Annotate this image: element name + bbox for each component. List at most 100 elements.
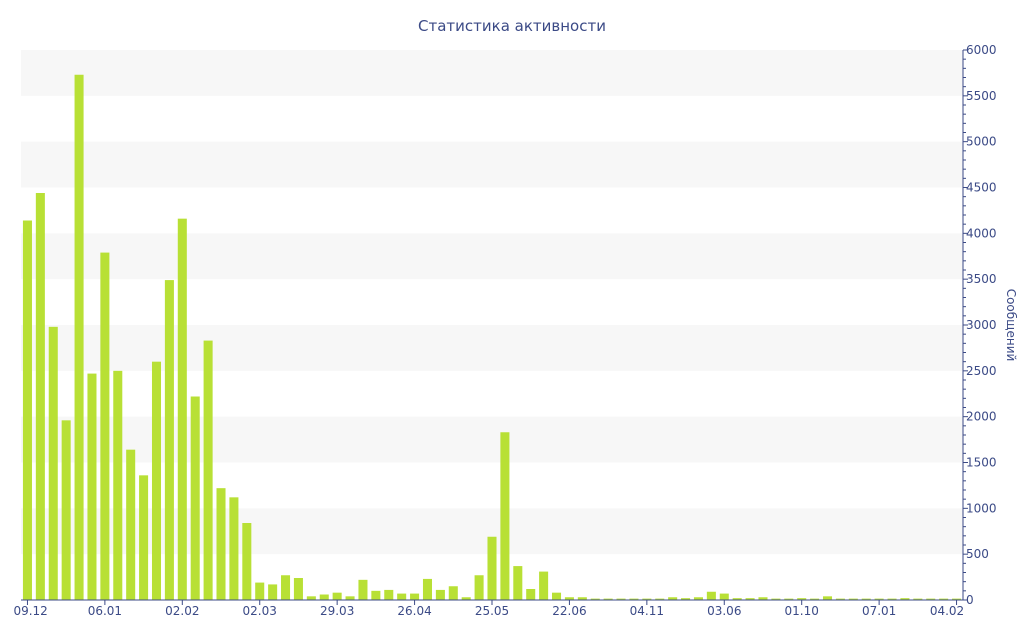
bar[interactable]: [448, 586, 458, 600]
y-tick-label: 500: [966, 547, 989, 561]
bar[interactable]: [74, 74, 84, 600]
bar[interactable]: [410, 593, 420, 600]
bar[interactable]: [422, 578, 432, 600]
y-tick-label: 1500: [966, 456, 997, 470]
bar[interactable]: [771, 598, 781, 600]
bar[interactable]: [861, 598, 871, 600]
x-tick-label: 06.01: [88, 604, 122, 618]
bar[interactable]: [913, 598, 923, 600]
bar[interactable]: [822, 596, 833, 600]
x-tick-label: 02.03: [243, 604, 277, 618]
y-tick-label: 2000: [966, 410, 997, 424]
bar[interactable]: [848, 598, 858, 600]
bar[interactable]: [706, 591, 716, 600]
bar[interactable]: [242, 523, 252, 600]
bar[interactable]: [371, 590, 381, 600]
bar[interactable]: [887, 598, 897, 600]
x-tick-label: 01.10: [785, 604, 819, 618]
bar[interactable]: [952, 598, 962, 600]
x-tick-label: 09.12: [13, 604, 47, 618]
bar[interactable]: [835, 598, 845, 600]
y-tick-label: 3500: [966, 272, 997, 286]
bar[interactable]: [513, 566, 523, 600]
bar[interactable]: [719, 593, 729, 600]
bar[interactable]: [616, 598, 626, 600]
bar[interactable]: [564, 597, 574, 600]
bar[interactable]: [797, 598, 807, 600]
y-tick-label: 6000: [966, 43, 997, 57]
grid-band: [21, 50, 963, 96]
bar[interactable]: [126, 449, 136, 600]
bar[interactable]: [281, 575, 291, 600]
bar[interactable]: [22, 220, 32, 601]
bar[interactable]: [655, 598, 665, 600]
bar[interactable]: [216, 488, 226, 600]
x-axis-ticks: 09.12 06.01 02.02 02.03 29.03 26.04 25.05 22.06…: [13, 600, 964, 618]
bar[interactable]: [461, 597, 471, 600]
x-tick-label: 22.06: [552, 604, 586, 618]
y-tick-label: 4500: [966, 181, 997, 195]
y-axis-ticks: 0 500 1000 1500 2000 2500 3000 3500 4000 4500 5000…: [963, 43, 997, 607]
bar[interactable]: [255, 582, 265, 600]
bar[interactable]: [345, 596, 355, 600]
bar[interactable]: [164, 280, 174, 600]
bar[interactable]: [577, 597, 587, 600]
bar[interactable]: [293, 578, 303, 600]
bar[interactable]: [190, 396, 200, 601]
bar[interactable]: [603, 598, 613, 600]
bar[interactable]: [784, 598, 794, 600]
bar[interactable]: [203, 340, 213, 600]
bar[interactable]: [306, 596, 316, 600]
bar[interactable]: [139, 475, 149, 600]
bar[interactable]: [693, 597, 703, 600]
x-tick-label: 07.01: [862, 604, 896, 618]
x-tick-label: 29.03: [320, 604, 354, 618]
grid-band: [21, 141, 963, 188]
bar[interactable]: [177, 218, 187, 600]
bar[interactable]: [358, 579, 368, 600]
bar[interactable]: [61, 420, 71, 600]
bar[interactable]: [113, 370, 123, 600]
y-tick-label: 5500: [966, 89, 997, 103]
grid-band: [21, 416, 963, 463]
bars-group: [22, 74, 962, 601]
grid-band: [21, 233, 963, 280]
bar[interactable]: [500, 432, 510, 600]
bar[interactable]: [332, 592, 342, 600]
bar[interactable]: [229, 497, 239, 600]
y-tick-label: 3000: [966, 318, 997, 332]
bar[interactable]: [268, 584, 278, 600]
bar[interactable]: [668, 597, 678, 600]
bar[interactable]: [590, 598, 600, 600]
y-tick-label: 5000: [966, 135, 997, 149]
bar[interactable]: [539, 571, 549, 600]
bar[interactable]: [87, 373, 97, 600]
bar[interactable]: [810, 598, 820, 600]
bar[interactable]: [874, 598, 884, 600]
bar[interactable]: [474, 575, 484, 600]
bar[interactable]: [35, 193, 45, 600]
bar[interactable]: [681, 598, 691, 600]
bar[interactable]: [435, 589, 445, 600]
bar[interactable]: [758, 597, 768, 600]
bar[interactable]: [642, 598, 652, 600]
bar[interactable]: [100, 252, 110, 601]
y-tick-label: 2500: [966, 364, 997, 378]
bar[interactable]: [900, 598, 910, 600]
bar[interactable]: [926, 598, 936, 600]
bar[interactable]: [526, 589, 536, 600]
bar[interactable]: [384, 589, 394, 600]
bar[interactable]: [397, 593, 407, 600]
x-tick-label: 02.02: [165, 604, 199, 618]
bar[interactable]: [939, 598, 949, 600]
bar[interactable]: [319, 594, 329, 601]
x-tick-label: 04.11: [630, 604, 664, 618]
bar[interactable]: [745, 598, 755, 600]
bar[interactable]: [552, 592, 562, 600]
bar[interactable]: [732, 598, 742, 600]
bar[interactable]: [48, 326, 58, 600]
bar[interactable]: [487, 536, 497, 600]
bar[interactable]: [629, 598, 639, 600]
bar[interactable]: [151, 361, 162, 600]
y-axis-label: Сообщений: [1004, 289, 1018, 362]
